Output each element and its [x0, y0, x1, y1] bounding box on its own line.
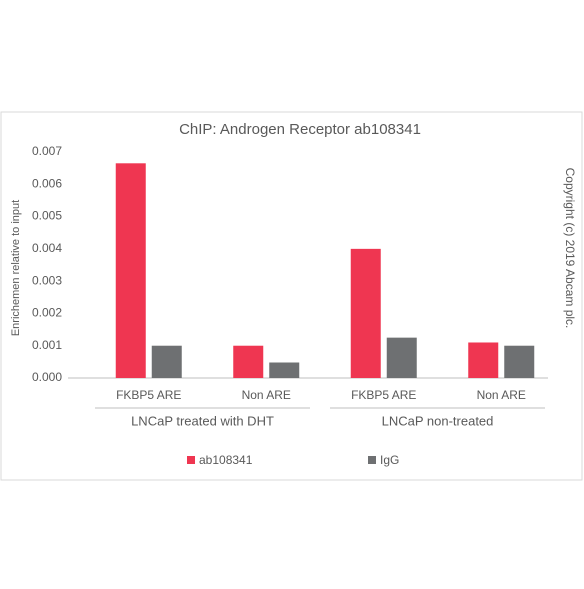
bar	[350, 248, 381, 378]
chart-title: ChIP: Androgen Receptor ab108341	[179, 121, 421, 138]
group-label: LNCaP non-treated	[382, 413, 494, 428]
x-tick-label: Non ARE	[477, 388, 526, 402]
legend-swatch	[187, 456, 195, 464]
bar	[504, 345, 535, 378]
bar	[386, 337, 417, 378]
x-tick-label: FKBP5 ARE	[116, 388, 181, 402]
bar	[115, 163, 146, 378]
y-tick-label: 0.002	[32, 306, 62, 320]
bar	[468, 342, 499, 378]
y-tick-label: 0.005	[32, 209, 62, 223]
bar	[151, 345, 182, 378]
y-tick-label: 0.004	[32, 241, 62, 255]
x-tick-label: FKBP5 ARE	[351, 388, 416, 402]
y-axis-label: Enrichemen relative to input	[10, 200, 22, 336]
y-tick-label: 0.003	[32, 273, 62, 287]
chart-border	[0, 111, 583, 481]
x-tick-label: Non ARE	[242, 388, 291, 402]
y-tick-label: 0.001	[32, 338, 62, 352]
legend-label: ab108341	[199, 453, 253, 467]
bar	[269, 362, 300, 378]
y-tick-label: 0.006	[32, 176, 62, 190]
group-label: LNCaP treated with DHT	[131, 413, 274, 428]
bar	[233, 345, 264, 378]
y-tick-label: 0.007	[32, 144, 62, 158]
legend-swatch	[368, 456, 376, 464]
legend-label: IgG	[380, 453, 399, 467]
y-tick-label: 0.000	[32, 370, 62, 384]
copyright: Copyright (c) 2019 Abcam plc.	[563, 168, 577, 329]
